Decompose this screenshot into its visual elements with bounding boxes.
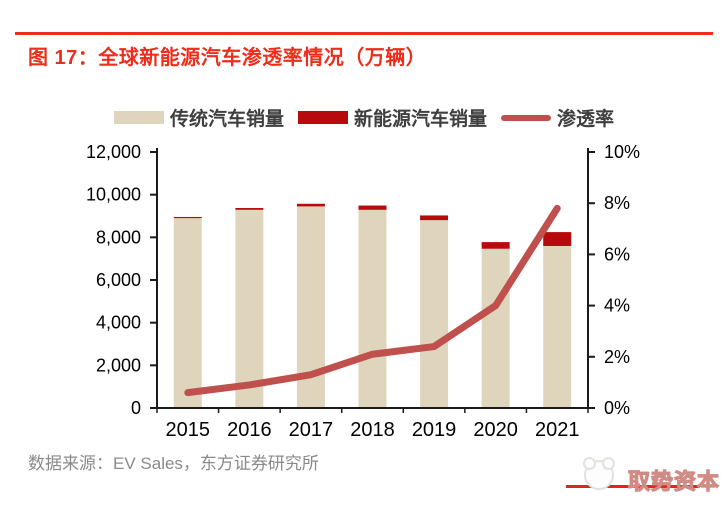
combo-chart: 0 2,000 4,000 6,000 8,000 10,000 12,000 0% 2% 4% 6… bbox=[86, 142, 640, 441]
nev-sales-bar bbox=[235, 208, 264, 210]
x-axis-category-label: 2020 bbox=[473, 419, 518, 441]
logo-text: 取势资本 bbox=[627, 469, 720, 495]
x-axis-category-label: 2016 bbox=[227, 419, 272, 441]
logo-underline bbox=[566, 485, 700, 488]
left-axis-tick-label: 6,000 bbox=[96, 270, 141, 290]
watermark-logo: 取势资本 bbox=[566, 456, 722, 502]
right-axis-tick-label: 10% bbox=[604, 142, 640, 162]
traditional-sales-bar bbox=[358, 209, 387, 408]
right-axis-tick-label: 2% bbox=[604, 347, 630, 367]
nev-sales-bar bbox=[358, 205, 387, 210]
left-axis-tick-label: 12,000 bbox=[86, 142, 141, 162]
x-axis-category-label: 2017 bbox=[289, 419, 334, 441]
left-axis-tick-label: 8,000 bbox=[96, 227, 141, 247]
nev-sales-bar bbox=[481, 242, 510, 249]
traditional-sales-bar bbox=[235, 209, 264, 408]
right-axis-tick-label: 4% bbox=[604, 296, 630, 316]
traditional-sales-bar bbox=[173, 218, 202, 408]
left-axis-tick-label: 10,000 bbox=[86, 185, 141, 205]
page-title: 图 17：全球新能源汽车渗透率情况（万辆） bbox=[28, 47, 427, 69]
penetration-line-swatch-icon bbox=[501, 114, 551, 121]
nev-sales-bar bbox=[420, 215, 449, 221]
chart-legend: 传统汽车销量 新能源汽车销量 渗透率 bbox=[0, 104, 728, 131]
nev-sales-swatch-icon bbox=[297, 111, 348, 124]
traditional-sales-bar bbox=[481, 248, 510, 408]
left-axis-tick-label: 0 bbox=[131, 398, 141, 418]
title-divider-rule bbox=[15, 32, 713, 35]
legend-label-penetration: 渗透率 bbox=[557, 109, 615, 130]
nev-sales-bar bbox=[173, 216, 202, 219]
left-axis-tick-label: 4,000 bbox=[96, 313, 141, 333]
x-axis-category-label: 2015 bbox=[166, 419, 211, 441]
x-axis-category-label: 2019 bbox=[412, 419, 457, 441]
nev-sales-bar bbox=[296, 203, 325, 207]
legend-label-traditional: 传统汽车销量 bbox=[169, 109, 284, 130]
legend-item-nev: 新能源汽车销量 bbox=[297, 104, 487, 131]
traditional-sales-bar bbox=[420, 220, 449, 408]
x-axis-category-label: 2018 bbox=[350, 419, 395, 441]
legend-label-nev: 新能源汽车销量 bbox=[353, 109, 487, 130]
left-axis-tick-label: 2,000 bbox=[96, 355, 141, 375]
legend-item-traditional: 传统汽车销量 bbox=[113, 104, 284, 131]
traditional-sales-bar bbox=[543, 245, 572, 408]
penetration-line bbox=[184, 204, 561, 397]
traditional-sales-swatch-icon bbox=[113, 111, 164, 124]
right-axis-tick-label: 8% bbox=[604, 193, 630, 213]
data-source-note: 数据来源：EV Sales，东方证券研究所 bbox=[28, 454, 319, 473]
right-axis-tick-label: 6% bbox=[604, 244, 630, 264]
legend-item-penetration: 渗透率 bbox=[501, 104, 614, 131]
panda-logo-icon bbox=[583, 457, 615, 490]
right-axis-tick-label: 0% bbox=[604, 398, 630, 418]
x-axis-category-label: 2021 bbox=[535, 419, 580, 441]
nev-sales-bar bbox=[543, 232, 572, 246]
